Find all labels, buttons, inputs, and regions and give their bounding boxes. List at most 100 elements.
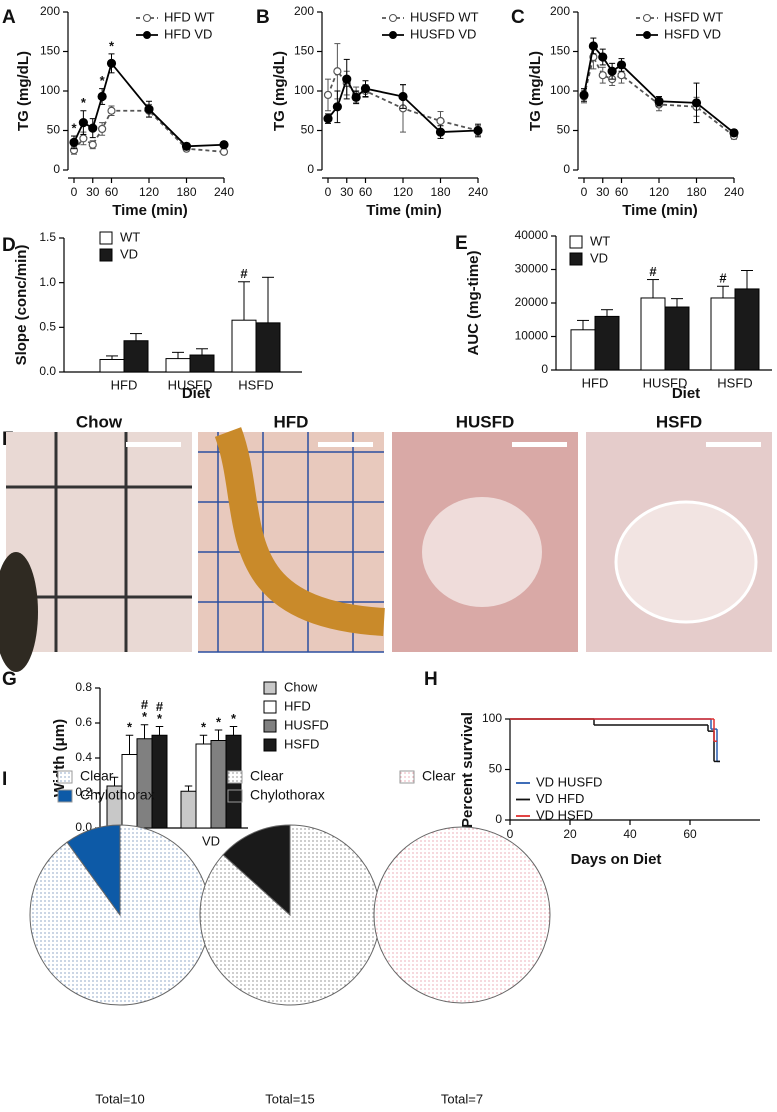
x-tick-label: 60 (683, 827, 697, 841)
marker (333, 67, 342, 76)
bar (195, 743, 212, 829)
y-tick-label: 10000 (515, 329, 549, 343)
significance-label: * (100, 73, 106, 88)
marker (323, 114, 333, 124)
bar (640, 297, 666, 371)
bar (570, 329, 596, 371)
legend-swatch (227, 770, 243, 784)
marker (654, 96, 664, 106)
panel-letter: C (511, 7, 525, 28)
bar (210, 740, 227, 829)
x-tick-label: HUSFD (643, 375, 688, 390)
y-tick-label: 1.5 (39, 230, 56, 244)
bar (734, 288, 760, 371)
y-tick-label: 0.6 (75, 715, 92, 729)
y-axis-label: Percent survival (459, 712, 476, 828)
y-tick-label: 50 (301, 123, 315, 137)
bar (165, 358, 191, 373)
total-label: Total=10 (95, 1091, 145, 1106)
x-tick-label: VD (202, 833, 220, 848)
marker (435, 127, 446, 137)
legend-label: HUSFD VD (410, 26, 476, 41)
marker (398, 91, 408, 102)
x-axis-label: Days on Diet (571, 851, 662, 868)
y-tick-label: 100 (294, 83, 314, 97)
x-tick-label: 20 (563, 827, 577, 841)
photo-tissue (422, 497, 542, 607)
marker (97, 91, 107, 102)
legend-label: HFD (284, 698, 311, 713)
x-tick-label: 0 (71, 185, 78, 199)
marker (598, 52, 608, 62)
x-tick-label: 180 (176, 185, 196, 199)
marker (181, 141, 192, 151)
legend-label: VD HUSFD (536, 774, 602, 789)
x-tick-label: 30 (86, 185, 100, 199)
y-tick-label: 20000 (515, 295, 549, 309)
legend-marker (143, 14, 151, 22)
x-tick-label: 180 (430, 185, 450, 199)
pie-slice (222, 824, 291, 917)
marker (342, 74, 352, 84)
legend-label: Clear (80, 768, 114, 784)
bar (710, 297, 736, 371)
marker (79, 134, 88, 143)
legend-swatch (99, 248, 113, 262)
x-tick-label: 240 (468, 185, 488, 199)
y-tick-label: 50 (489, 762, 503, 776)
marker (323, 90, 333, 100)
legend-swatch (569, 235, 583, 249)
marker (691, 98, 702, 108)
marker (332, 102, 342, 112)
significance-label: * (127, 720, 133, 735)
significance-label: # (156, 699, 164, 714)
y-tick-label: 1.0 (39, 275, 56, 289)
bar (231, 319, 257, 373)
legend-marker (389, 14, 397, 22)
marker (88, 140, 97, 149)
marker (351, 92, 361, 102)
significance-label: * (157, 711, 163, 726)
legend-swatch (263, 681, 277, 695)
y-tick-label: 40000 (515, 228, 549, 242)
y-axis-label: TG (mg/dL) (527, 51, 544, 131)
x-tick-label: 40 (623, 827, 637, 841)
legend-label: VD (120, 246, 138, 261)
y-tick-label: 200 (40, 4, 60, 18)
photo-title: Chow (76, 412, 123, 431)
legend-swatch (569, 252, 583, 266)
x-tick-label: 60 (105, 185, 119, 199)
legend-label: HSFD VD (664, 26, 721, 41)
bar (180, 790, 197, 829)
y-tick-label: 0.5 (39, 320, 56, 334)
legend-label: HFD VD (164, 26, 212, 41)
bar (151, 734, 168, 829)
panel-letter: G (2, 669, 17, 690)
x-tick-label: 240 (724, 185, 744, 199)
marker (144, 104, 154, 114)
legend-label: Chylothorax (80, 787, 155, 803)
marker (219, 140, 229, 150)
legend-marker (389, 31, 397, 39)
y-tick-label: 0.8 (75, 680, 92, 694)
x-axis-label: Time (min) (622, 202, 698, 219)
y-tick-label: 200 (294, 4, 314, 18)
legend-label: Clear (422, 768, 456, 784)
y-tick-label: 50 (47, 123, 61, 137)
marker (473, 125, 483, 136)
y-tick-label: 100 (550, 83, 570, 97)
bar (255, 322, 281, 373)
marker (607, 66, 617, 76)
bar (664, 306, 690, 371)
significance-label: * (109, 38, 115, 53)
x-tick-label: 60 (615, 185, 629, 199)
x-tick-label: HFD (582, 375, 609, 390)
y-tick-label: 0.4 (75, 750, 92, 764)
y-tick-label: 0 (495, 812, 502, 826)
legend-label: VD (590, 250, 608, 265)
y-tick-label: 100 (40, 83, 60, 97)
x-tick-label: 30 (596, 185, 610, 199)
legend-swatch (99, 231, 113, 245)
x-tick-label: 240 (214, 185, 234, 199)
